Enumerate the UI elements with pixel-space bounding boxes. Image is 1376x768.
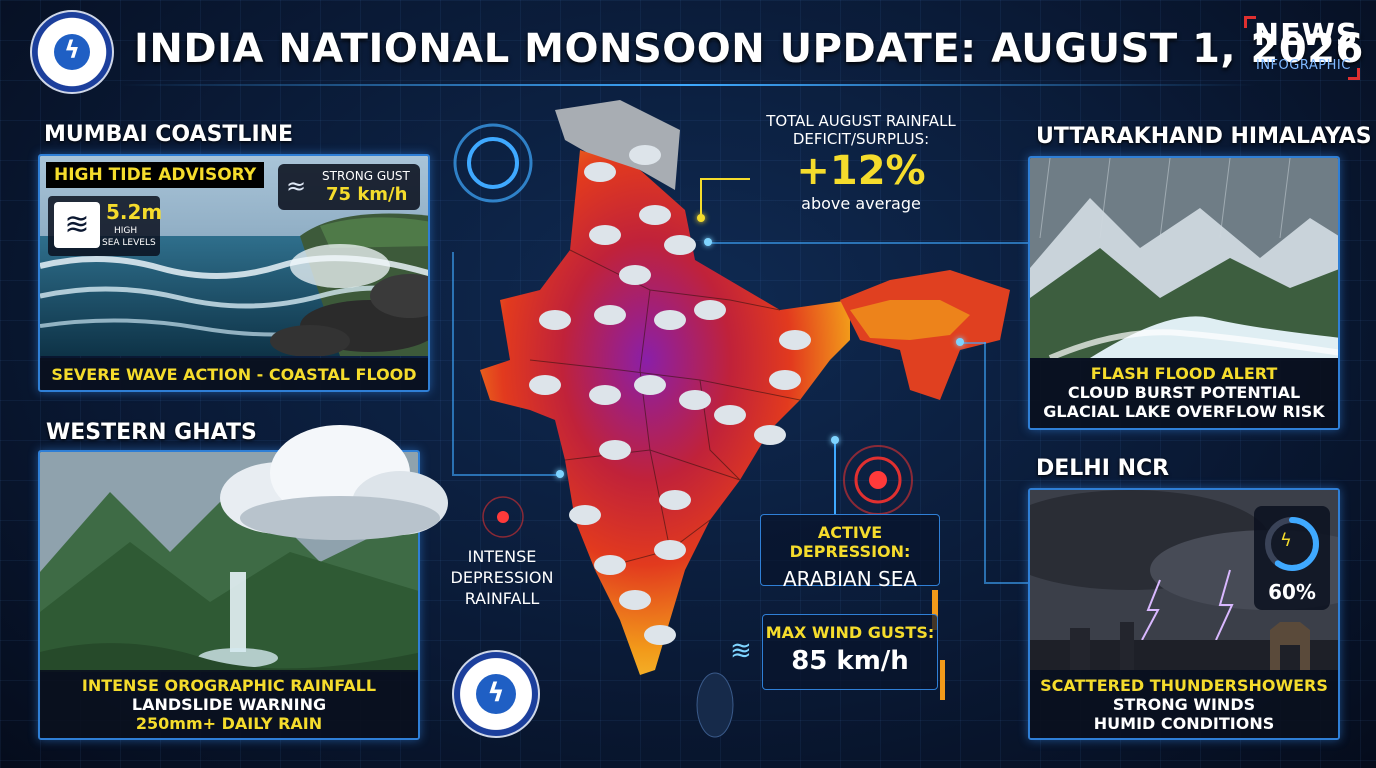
delhi-caption: SCATTERED THUNDERSHOWERS STRONG WINDS HU… xyxy=(1030,670,1338,738)
rainfall-connector-h xyxy=(700,178,750,180)
thunder-probability-value: 60% xyxy=(1268,580,1316,604)
mumbai-panel: HIGH TIDE ADVISORY ≋ 5.2m HIGH SEA LEVEL… xyxy=(38,154,430,392)
thunder-probability-widget: ϟ 60% xyxy=(1254,506,1330,610)
gust-value: 75 km/h xyxy=(326,184,408,205)
mumbai-caption: SEVERE WAVE ACTION - COASTAL FLOOD RISK xyxy=(40,358,428,390)
wind-value: 85 km/h xyxy=(791,646,909,676)
weather-service-seal-bottom: ϟ xyxy=(452,650,540,738)
himalaya-illustration xyxy=(1030,158,1338,358)
coastline-illustration xyxy=(40,156,428,356)
delhi-connector-v xyxy=(984,342,986,582)
delhi-connector-top xyxy=(960,342,986,344)
thunderstorm-icon: ϟ xyxy=(1280,530,1292,551)
depression-value: ARABIAN SEA xyxy=(782,567,918,591)
uttarakhand-connector xyxy=(708,242,1028,244)
wind-icon: ≈ xyxy=(286,172,307,200)
ghats-caption-line-2: LANDSLIDE WARNING xyxy=(131,695,327,714)
radar-ring-top xyxy=(453,123,533,203)
depression-connector xyxy=(834,440,836,514)
rainfall-summary-box: TOTAL AUGUST RAINFALL DEFICIT/SURPLUS: +… xyxy=(756,108,966,232)
storm-cloud-illustration xyxy=(220,425,448,540)
intense-line-2: DEPRESSION xyxy=(450,568,554,587)
badge-bracket-top-left xyxy=(1244,16,1256,28)
uttarakhand-connector-dot xyxy=(704,238,712,246)
uttarakhand-title: UTTARAKHAND HIMALAYAS xyxy=(1036,124,1372,149)
depression-marker-left xyxy=(482,496,524,538)
mumbai-title: MUMBAI COASTLINE xyxy=(44,122,294,147)
weather-service-seal: ϟ xyxy=(30,10,114,94)
india-rainfall-map xyxy=(480,100,1010,738)
rainfall-value: +12% xyxy=(796,148,926,194)
depression-marker-right xyxy=(843,445,913,515)
rainfall-connector xyxy=(700,178,702,218)
ghats-caption-line-1: INTENSE OROGRAPHIC RAINFALL xyxy=(81,676,377,695)
badge-news-text: NEWS xyxy=(1254,18,1359,53)
ghats-title: WESTERN GHATS xyxy=(46,420,257,445)
page-title: INDIA NATIONAL MONSOON UPDATE: AUGUST 1,… xyxy=(134,26,1364,72)
intense-line-3: RAINFALL xyxy=(464,589,540,608)
uttarakhand-caption: FLASH FLOOD ALERT CLOUD BURST POTENTIAL … xyxy=(1030,358,1338,428)
mumbai-connector-dot xyxy=(556,470,564,478)
delhi-caption-line-2: STRONG WINDS xyxy=(1112,695,1256,714)
max-wind-box: MAX WIND GUSTS: 85 km/h xyxy=(762,614,938,690)
badge-bracket-bottom-right xyxy=(1348,68,1360,80)
rain-cloud-icons xyxy=(529,145,811,645)
active-depression-box: ACTIVE DEPRESSION: ARABIAN SEA xyxy=(760,514,940,591)
delhi-connector-h xyxy=(984,582,1028,584)
delhi-title: DELHI NCR xyxy=(1036,456,1170,481)
news-badge: NEWS INFOGRAPHIC xyxy=(1244,16,1360,80)
rainfall-label-line-1: TOTAL AUGUST RAINFALL xyxy=(766,112,956,130)
mumbai-connector-h xyxy=(452,474,560,476)
delhi-panel: ϟ 60% SCATTERED THUNDERSHOWERS STRONG WI… xyxy=(1028,488,1340,740)
tide-value: 5.2m xyxy=(106,200,163,224)
ghats-caption-line-3: 250mm+ DAILY RAIN xyxy=(135,714,323,733)
rainfall-connector-dot xyxy=(697,214,705,222)
tide-label-sea-levels: SEA LEVELS xyxy=(102,238,156,248)
wind-gust-icon: ≋ xyxy=(730,636,752,666)
intense-line-1: INTENSE xyxy=(467,547,537,566)
tide-level-box: ≋ 5.2m HIGH SEA LEVELS xyxy=(48,196,163,256)
strong-gust-box: ≈ STRONG GUST 75 km/h xyxy=(278,164,420,210)
delhi-caption-line-3: HUMID CONDITIONS xyxy=(1093,714,1275,733)
uttarakhand-panel: FLASH FLOOD ALERT CLOUD BURST POTENTIAL … xyxy=(1028,156,1340,430)
depression-label: ACTIVE DEPRESSION: xyxy=(789,523,911,561)
delhi-connector-dot xyxy=(956,338,964,346)
high-tide-advisory-tag: HIGH TIDE ADVISORY xyxy=(46,162,265,188)
badge-infographic-text: INFOGRAPHIC xyxy=(1256,58,1351,73)
probability-ring xyxy=(1265,517,1319,571)
ghats-caption: INTENSE OROGRAPHIC RAINFALL LANDSLIDE WA… xyxy=(40,670,418,738)
depression-connector-dot xyxy=(831,436,839,444)
tide-label-high: HIGH xyxy=(114,226,138,236)
gust-label: STRONG GUST xyxy=(322,169,410,183)
rainfall-note: above average xyxy=(801,194,921,213)
uttarakhand-caption-line-3: GLACIAL LAKE OVERFLOW RISK xyxy=(1043,402,1325,421)
wave-icon: ≋ xyxy=(54,202,100,248)
uttarakhand-caption-line-1: FLASH FLOOD ALERT xyxy=(1090,364,1278,383)
uttarakhand-caption-line-2: CLOUD BURST POTENTIAL xyxy=(1067,383,1301,402)
header-divider xyxy=(120,84,1256,86)
rainfall-label-line-2: DEFICIT/SURPLUS: xyxy=(792,130,930,148)
intense-depression-label: INTENSE DEPRESSION RAINFALL xyxy=(442,546,562,609)
mumbai-connector-v xyxy=(452,252,454,474)
delhi-caption-line-1: SCATTERED THUNDERSHOWERS xyxy=(1040,676,1328,695)
wind-label: MAX WIND GUSTS: xyxy=(765,623,935,642)
